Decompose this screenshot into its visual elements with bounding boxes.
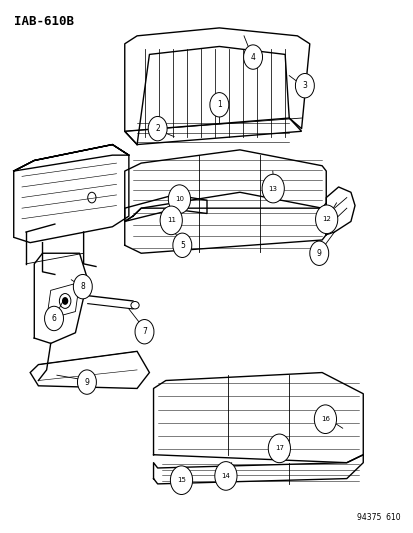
- Circle shape: [173, 233, 191, 257]
- Circle shape: [170, 466, 192, 495]
- Text: 2: 2: [155, 124, 160, 133]
- Text: 12: 12: [321, 216, 330, 222]
- Circle shape: [77, 370, 96, 394]
- Circle shape: [214, 462, 237, 490]
- Circle shape: [62, 298, 67, 304]
- Circle shape: [135, 319, 154, 344]
- Text: 8: 8: [80, 282, 85, 291]
- Circle shape: [309, 241, 328, 265]
- Text: 1: 1: [216, 100, 221, 109]
- Circle shape: [243, 45, 262, 69]
- Text: 9: 9: [84, 377, 89, 386]
- Text: 17: 17: [274, 446, 283, 451]
- Text: 16: 16: [320, 416, 329, 422]
- Circle shape: [295, 74, 313, 98]
- Circle shape: [268, 434, 290, 463]
- Circle shape: [73, 274, 92, 299]
- Text: 9: 9: [316, 249, 321, 258]
- Circle shape: [261, 174, 284, 203]
- Text: 6: 6: [52, 314, 56, 323]
- Text: 14: 14: [221, 473, 230, 479]
- Text: 7: 7: [142, 327, 147, 336]
- Text: 94375  610: 94375 610: [356, 513, 399, 522]
- Text: 13: 13: [268, 185, 277, 191]
- Text: 3: 3: [302, 81, 306, 90]
- Text: 11: 11: [166, 217, 175, 223]
- Text: 10: 10: [175, 196, 183, 202]
- Circle shape: [168, 185, 190, 214]
- Circle shape: [313, 405, 336, 433]
- Circle shape: [315, 205, 337, 233]
- Circle shape: [160, 206, 182, 235]
- Circle shape: [148, 116, 167, 141]
- Text: IAB-610B: IAB-610B: [14, 14, 74, 28]
- Text: 15: 15: [177, 477, 185, 483]
- Circle shape: [209, 93, 228, 117]
- Circle shape: [45, 306, 63, 330]
- Text: 5: 5: [180, 241, 184, 250]
- Text: 4: 4: [250, 53, 255, 62]
